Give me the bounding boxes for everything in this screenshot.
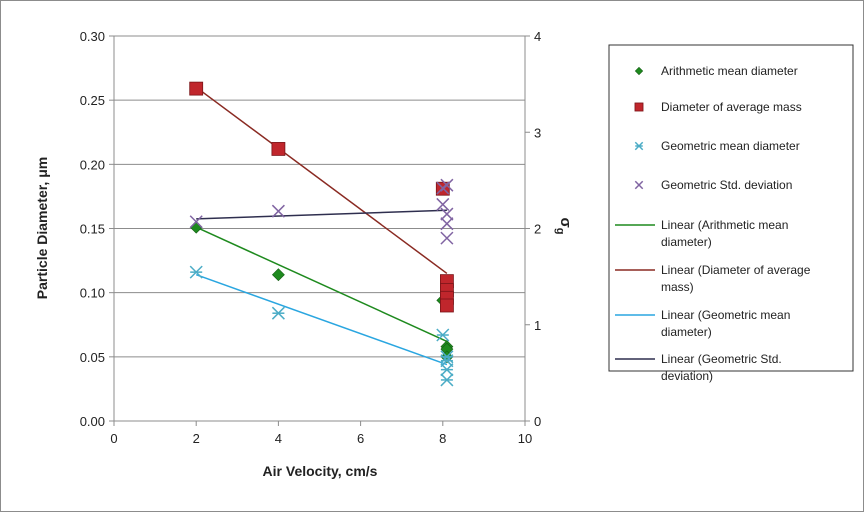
star-marker [634,141,644,151]
star-marker [271,306,285,320]
star-marker [440,363,454,377]
legend-label: Linear (Arithmetic mean [661,218,788,232]
legend-label: Geometric mean diameter [661,139,800,153]
x-axis: 0 2 4 6 8 10 [110,421,532,446]
y-axis-left: 0.00 0.05 0.10 0.15 0.20 0.25 0.30 [80,29,114,429]
legend-label: Geometric Std. deviation [661,178,792,192]
star-marker [189,265,203,279]
trendline [195,226,448,343]
y-tick-label: 0.15 [80,222,105,237]
x-tick-label: 0 [110,431,117,446]
x-marker [634,180,644,190]
y-tick-label: 0.00 [80,414,105,429]
trendline [195,86,448,275]
trendlines [195,86,448,366]
x-stroke [634,180,644,190]
y-axis-right: 0 1 2 3 4 [525,29,541,429]
y2-tick-label: 0 [534,414,541,429]
y-tick-label: 0.20 [80,157,105,172]
trendline [196,209,447,220]
x-stroke [189,215,203,229]
legend-label: deviation) [661,369,713,383]
x-tick-label: 8 [439,431,446,446]
y2-tick-label: 4 [534,29,541,44]
y-tick-label: 0.30 [80,29,105,44]
diamond-marker [189,220,203,234]
x-stroke [436,197,450,211]
x-stroke [440,178,454,192]
x-tick-label: 10 [518,431,532,446]
x-stroke [440,231,454,245]
legend-label: mass) [661,280,694,294]
x-marker [440,207,454,221]
y2-tick-label: 1 [534,318,541,333]
square-marker [271,142,286,156]
y-axis-title: Particle Diameter, μm [34,157,50,299]
x-stroke [440,207,454,221]
trendline [195,273,448,366]
x-marker [189,215,203,229]
x-stroke [271,204,285,218]
data-markers [189,81,454,387]
x-marker [440,231,454,245]
diamond-marker [271,268,285,282]
x-tick-label: 6 [357,431,364,446]
y2-axis-title: σg [554,218,574,235]
y2-axis-title-sub: g [554,228,566,235]
legend-label: diameter) [661,235,712,249]
x-marker [271,204,285,218]
y-tick-label: 0.25 [80,93,105,108]
legend: Arithmetic mean diameter Diameter of aver… [615,64,811,383]
square-marker [634,102,644,112]
legend-label: Linear (Geometric Std. [661,352,782,366]
square-marker [440,298,454,313]
y2-axis-title-base: σ [557,218,574,228]
legend-label: diameter) [661,325,712,339]
gridlines [114,35,525,422]
x-marker [440,178,454,192]
y2-tick-label: 3 [534,125,541,140]
x-tick-label: 4 [275,431,282,446]
legend-label: Linear (Diameter of average [661,263,811,277]
x-axis-title: Air Velocity, cm/s [263,463,378,479]
y2-tick-label: 2 [534,222,541,237]
diamond-marker [634,66,644,76]
x-marker [436,197,450,211]
y-tick-label: 0.05 [80,350,105,365]
x-marker [440,217,454,231]
legend-label: Linear (Geometric mean [661,308,790,322]
square-marker [189,81,204,96]
star-marker [440,373,454,387]
legend-box [608,44,854,372]
x-tick-label: 2 [193,431,200,446]
star-marker [436,328,450,342]
legend-label: Arithmetic mean diameter [661,64,798,78]
x-stroke [440,217,454,231]
legend-label: Diameter of average mass [661,100,802,114]
y-tick-label: 0.10 [80,286,105,301]
